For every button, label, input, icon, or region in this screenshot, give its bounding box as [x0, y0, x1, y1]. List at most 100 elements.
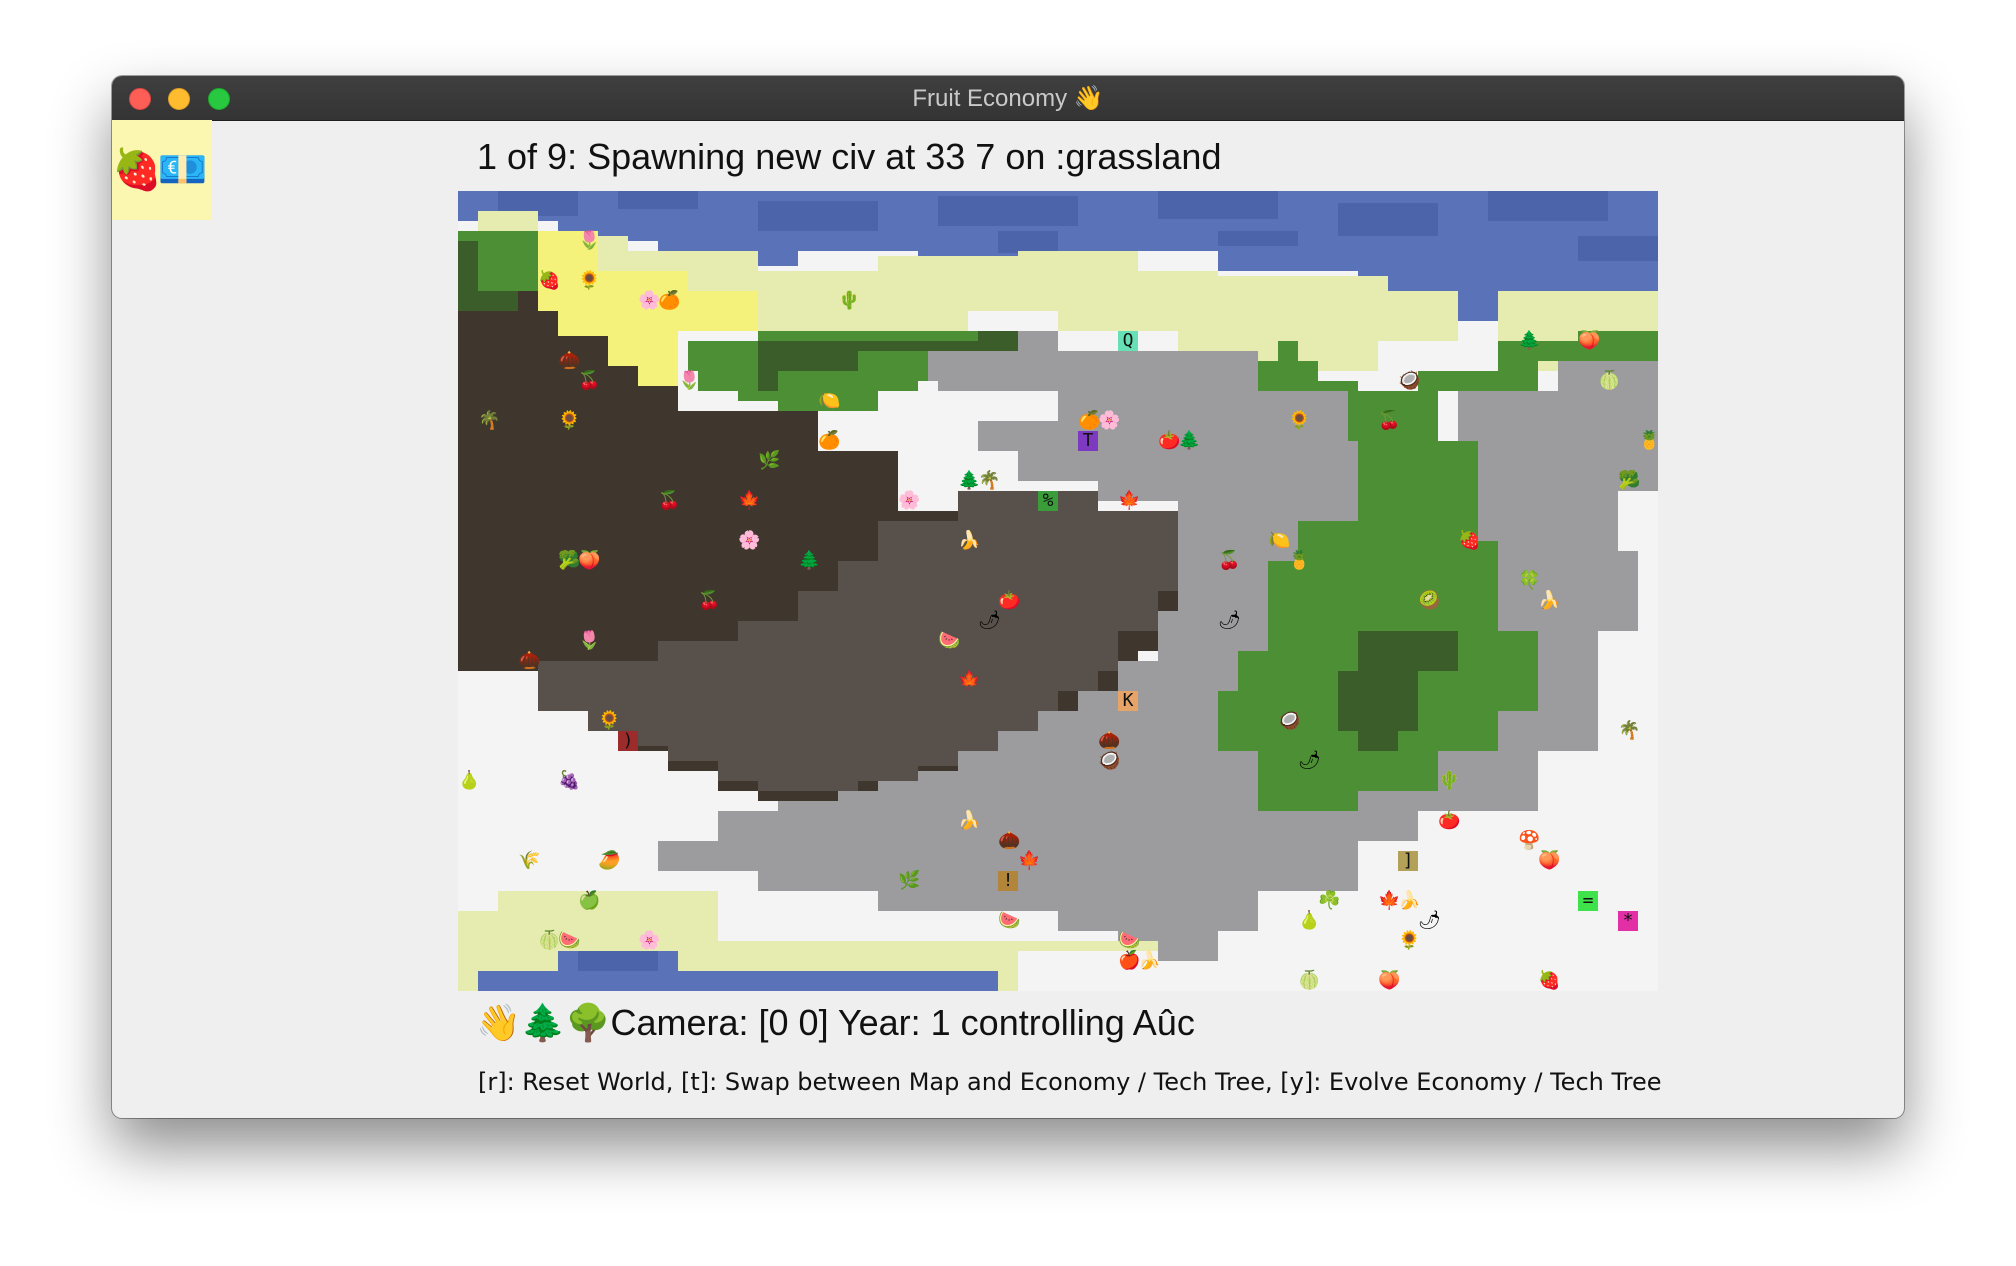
resource-icon: 🌶	[1218, 610, 1241, 631]
resource-icon: 🌴	[478, 410, 501, 431]
resource-icon: 🍁	[738, 490, 761, 511]
resource-icon: 🍁	[958, 670, 981, 691]
status-message: 1 of 9: Spawning new civ at 33 7 on :gra…	[477, 136, 1222, 177]
resource-icon: 🌸	[1098, 410, 1121, 431]
resource-icon: 🌲	[1178, 430, 1201, 451]
resource-icon: 🌸	[638, 930, 661, 951]
resource-icon: 🌻	[598, 710, 621, 731]
civ-marker[interactable]: !	[998, 871, 1018, 891]
resource-icon: 🍀	[1518, 570, 1541, 591]
resource-icon: 🍌	[958, 810, 981, 831]
title-bar[interactable]: Fruit Economy 👋	[112, 76, 1904, 121]
civ-marker[interactable]: )	[618, 731, 638, 751]
resource-icon: 🍒	[1218, 550, 1241, 571]
resource-icon: 🌸	[898, 490, 921, 511]
resource-icon: 🍓	[538, 270, 561, 291]
resource-icon: 🍄	[1518, 830, 1541, 851]
resource-icon: 🍁	[1378, 890, 1401, 911]
resource-icon: 🌰	[558, 350, 581, 371]
resource-icon: 🍌	[1138, 950, 1161, 971]
resource-icon: 🌵	[1438, 770, 1461, 791]
resource-icon: 🌲	[958, 470, 981, 491]
resource-icon: 🍉	[998, 910, 1021, 931]
resource-icon: 🍁	[1118, 490, 1141, 511]
economy-icons: 🍓💶	[112, 147, 208, 193]
app-window: Fruit Economy 👋 🍓💶 1 of 9: Spawning new …	[112, 76, 1904, 1118]
terrain-layer	[458, 191, 1658, 991]
camera-status: 👋🌲🌳Camera: [0 0] Year: 1 controlling Aûc	[476, 1002, 1195, 1043]
resource-icon: 🌾	[518, 850, 541, 871]
resource-icon: 🌻	[1288, 410, 1311, 431]
resource-icon: 🍌	[958, 530, 981, 551]
resource-icon: 🌵	[838, 290, 861, 311]
civ-marker[interactable]: ]	[1398, 851, 1418, 871]
resource-icon: 🌲	[798, 550, 821, 571]
minimize-button[interactable]	[168, 88, 190, 110]
resource-icon: 🌴	[978, 470, 1001, 491]
resource-icon: 🍓	[1458, 530, 1481, 551]
resource-icon: 🍍	[1638, 430, 1658, 451]
resource-icon: 🍅	[1158, 430, 1181, 451]
window-title: Fruit Economy 👋	[912, 85, 1104, 112]
resource-icon: 🍁	[1018, 850, 1041, 871]
resource-icon: 🌸	[738, 530, 761, 551]
resource-icon: 🍓	[1538, 970, 1561, 991]
resource-icon: 🌴	[1618, 720, 1641, 741]
resource-icon: 🍇	[558, 770, 581, 791]
resource-icon: 🌶	[1298, 750, 1321, 771]
resource-icon: 🍑	[1378, 970, 1401, 991]
resource-icon: 🌷	[578, 630, 601, 651]
resource-icon: 🥥	[1278, 710, 1301, 731]
resource-icon: 🍑	[1538, 850, 1561, 871]
resource-icon: 🍈	[1298, 970, 1321, 991]
resource-icon: ☘️	[1318, 890, 1341, 911]
resource-icon: 🌶	[1418, 910, 1441, 931]
civ-marker[interactable]: Q	[1118, 331, 1138, 351]
civ-marker[interactable]: *	[1618, 911, 1638, 931]
resource-icon: 🍊	[818, 430, 841, 451]
resource-icon: 🥝	[1418, 590, 1441, 611]
resource-icon: 🍉	[938, 630, 961, 651]
resource-icon: 🍐	[458, 770, 481, 791]
resource-icon: 🌲	[1518, 330, 1541, 351]
resource-icon: 🍋	[818, 390, 841, 411]
resource-icon: 🍑	[1578, 330, 1601, 351]
resource-icon: 🍈	[538, 930, 561, 951]
resource-icon: 🥦	[558, 550, 581, 571]
resource-icon: 🌰	[998, 830, 1021, 851]
civ-marker[interactable]: %	[1038, 491, 1058, 511]
resource-icon: 🥥	[1098, 750, 1121, 771]
resource-icon: 🌿	[758, 450, 781, 471]
keyboard-help: [r]: Reset World, [t]: Swap between Map …	[478, 1068, 1662, 1096]
resource-icon: 🍍	[1288, 550, 1311, 571]
resource-icon: 🌷	[678, 370, 701, 391]
civ-marker[interactable]: K	[1118, 691, 1138, 711]
close-button[interactable]	[129, 88, 151, 110]
resource-icon: 🍅	[1438, 810, 1461, 831]
resource-icon: 🍒	[578, 370, 601, 391]
resource-icon: 🌰	[1098, 730, 1121, 751]
civ-marker[interactable]: T	[1078, 431, 1098, 451]
resource-icon: 🍎	[1118, 950, 1141, 971]
resource-icon: 🍒	[1378, 410, 1401, 431]
economy-panel[interactable]: 🍓💶	[112, 120, 212, 220]
world-map[interactable]: Q T% K)!] = * 🌷 🍓 🌻 🌸 🍊 🌵 🌲 🍑 🌰 🍒 🌷 🥥 🍈 🌴 🌻 🍋 🍊 🌸 🍅 🌲 🌻 🍒 🍍 🌿 🍊 🌲 🌴 🍒 🍁 🌸…	[458, 191, 1658, 991]
resource-icon: 🍊	[658, 290, 681, 311]
resource-icon: 🍏	[578, 890, 601, 911]
resource-icon: 🍑	[578, 550, 601, 571]
resource-icon: 🌷	[578, 230, 601, 251]
resource-icon: 🌿	[898, 870, 921, 891]
resource-icon: 🌸	[638, 290, 661, 311]
resource-icon: 🌶	[978, 610, 1001, 631]
resource-icon: 🌻	[578, 270, 601, 291]
resource-icon: 🍐	[1298, 910, 1321, 931]
resource-icon: 🥦	[1618, 470, 1641, 491]
resource-icon: 🍉	[558, 930, 581, 951]
civ-marker[interactable]: =	[1578, 891, 1598, 911]
resource-icon: 🍒	[658, 490, 681, 511]
resource-icon: 🍈	[1598, 370, 1621, 391]
resource-icon: 🍒	[698, 590, 721, 611]
zoom-button[interactable]	[208, 88, 230, 110]
resource-icon: 🍉	[1118, 930, 1141, 951]
resource-icon: 🥭	[598, 850, 621, 871]
